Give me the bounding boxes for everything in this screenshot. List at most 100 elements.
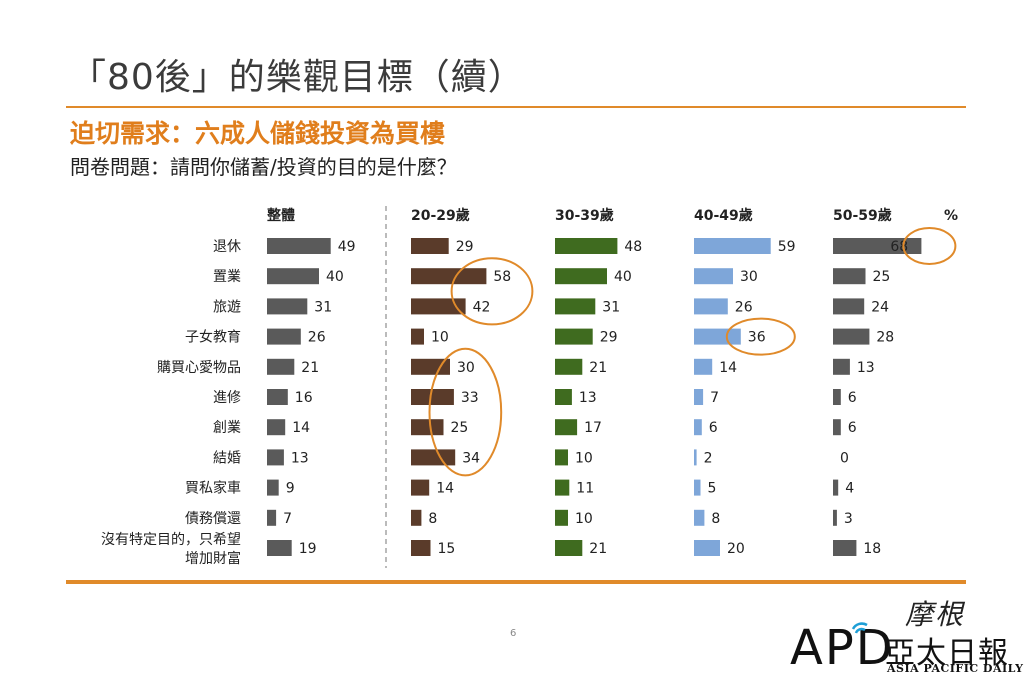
data-label: 8: [428, 511, 437, 527]
data-label: 21: [589, 541, 607, 557]
bar: [411, 509, 422, 526]
category-label: 沒有特定目的，只希望: [101, 531, 241, 548]
logo-english: ASIA PACIFIC DAILY: [887, 662, 1024, 675]
data-label: 36: [748, 330, 766, 346]
category-label: 退休: [213, 239, 241, 255]
bar: [411, 298, 466, 315]
footer-divider: [66, 580, 966, 584]
data-label: 13: [291, 450, 309, 466]
data-label: 30: [740, 269, 758, 285]
data-label: 10: [575, 450, 593, 466]
category-label: 旅遊: [213, 299, 241, 315]
data-label: 49: [338, 239, 356, 255]
data-label: 34: [462, 450, 480, 466]
highlight-circle: [450, 257, 534, 326]
bar: [555, 449, 568, 466]
bar: [555, 358, 583, 375]
data-label: 31: [314, 299, 332, 315]
bar: [694, 268, 733, 285]
bar: [833, 509, 837, 526]
category-label: 子女教育: [185, 329, 241, 346]
data-label: 15: [438, 541, 456, 557]
logo-apd: APD: [790, 620, 895, 676]
bar: [267, 238, 331, 254]
bar: [267, 479, 279, 496]
signal-icon: [851, 622, 868, 634]
highlight-circle: [725, 317, 796, 356]
bar: [267, 540, 292, 556]
data-label: 17: [584, 420, 602, 436]
data-label: 14: [719, 360, 737, 376]
series-header: 30-39歲: [555, 207, 614, 224]
data-label: 10: [575, 511, 593, 527]
data-label: 18: [863, 541, 881, 557]
category-label: 進修: [213, 390, 241, 406]
data-label: 21: [589, 360, 607, 376]
series-header: 整體: [266, 207, 295, 224]
series-header: 20-29歲: [411, 207, 470, 224]
data-label: 42: [473, 299, 491, 315]
data-label: 14: [436, 481, 454, 497]
bar: [555, 419, 578, 436]
bar: [833, 419, 841, 436]
page-number: 6: [510, 628, 517, 639]
category-label: 買私家車: [185, 480, 241, 497]
data-label: 40: [614, 269, 632, 285]
bar: [694, 479, 701, 496]
bar: [694, 298, 728, 315]
bar: [267, 449, 284, 466]
series-header: 50-59歲: [833, 207, 892, 224]
data-label: 21: [301, 360, 319, 376]
bar: [694, 328, 741, 345]
data-label: 59: [778, 239, 796, 255]
data-label: 58: [493, 269, 511, 285]
logo-brush-text: 摩根: [905, 598, 966, 631]
data-label: 4: [845, 481, 854, 497]
data-label: 19: [299, 541, 317, 557]
page-title: 「80後」的樂觀目標（續）: [70, 57, 525, 98]
data-label: 3: [844, 511, 853, 527]
highlight-circle: [902, 227, 957, 265]
data-label: 7: [283, 511, 292, 527]
data-label: 0: [840, 450, 849, 466]
data-label: 2: [704, 450, 713, 466]
bar: [411, 419, 444, 436]
bar: [267, 358, 295, 375]
bar: [694, 419, 702, 436]
data-label: 26: [735, 299, 753, 315]
bar: [411, 328, 424, 345]
data-label: 6: [848, 420, 857, 436]
bar: [267, 419, 286, 436]
bar: [555, 509, 568, 526]
bar: [833, 540, 857, 556]
data-label: 25: [451, 420, 469, 436]
data-label: 25: [873, 269, 891, 285]
logo-chinese: 亞太日報: [885, 636, 1009, 671]
bar: [411, 449, 456, 466]
data-label: 10: [431, 330, 449, 346]
bar: [833, 328, 870, 345]
data-label: 30: [457, 360, 475, 376]
unit-label: %: [944, 208, 958, 224]
data-label: 29: [600, 330, 618, 346]
data-label: 24: [871, 299, 889, 315]
category-label: 購買心愛物品: [157, 360, 241, 376]
bar: [411, 358, 450, 375]
title-divider: [66, 106, 966, 108]
category-label: 債務償還: [185, 511, 241, 527]
bar: [555, 238, 618, 254]
bar: [411, 268, 487, 285]
data-label: 26: [308, 330, 326, 346]
bar: [411, 479, 430, 496]
bar: [411, 540, 431, 556]
bar: [694, 358, 713, 375]
data-label: 16: [295, 390, 313, 406]
bar: [694, 449, 697, 466]
data-label: 13: [857, 360, 875, 376]
bar: [555, 268, 607, 285]
bar: [267, 268, 319, 285]
category-label: 結婚: [213, 450, 241, 466]
data-label: 11: [576, 481, 594, 497]
category-label: 創業: [213, 420, 241, 436]
bar: [555, 389, 572, 405]
